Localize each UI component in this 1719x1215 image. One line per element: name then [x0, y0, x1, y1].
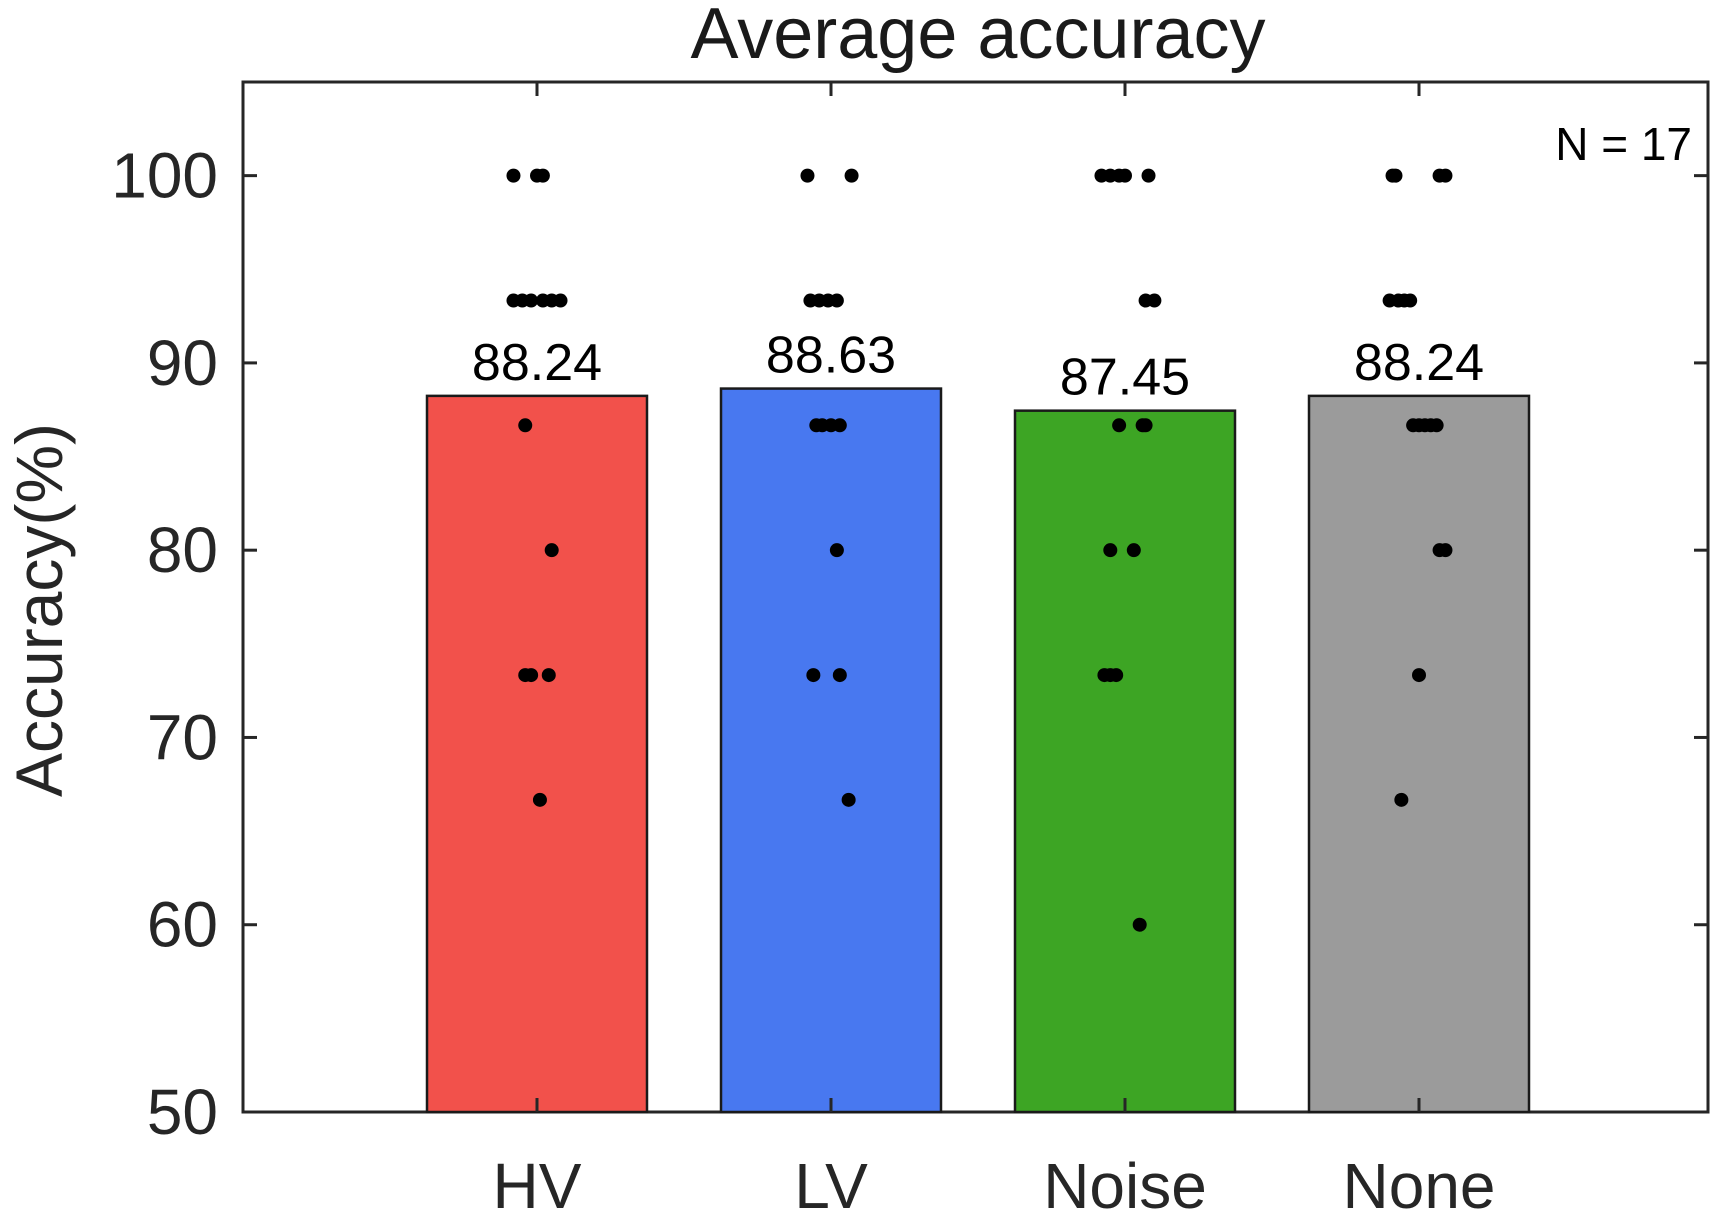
x-tick-label-none: None	[1343, 1150, 1496, 1215]
data-point	[1438, 543, 1453, 558]
data-point	[1429, 418, 1444, 433]
data-point	[518, 418, 533, 433]
data-point	[553, 293, 568, 308]
data-point	[1109, 668, 1124, 683]
y-tick-label: 70	[147, 701, 218, 773]
y-tick-label: 90	[147, 327, 218, 399]
data-point	[524, 668, 539, 683]
data-point	[829, 543, 844, 558]
data-point	[832, 668, 847, 683]
data-point	[1394, 792, 1409, 807]
data-point	[532, 792, 547, 807]
data-point	[1138, 418, 1153, 433]
x-axis-ticks: HV LV Noise None	[493, 82, 1496, 1215]
bars-group	[425, 387, 1531, 1114]
data-point	[806, 668, 821, 683]
chart-title: Average accuracy	[691, 0, 1266, 74]
data-point	[541, 668, 556, 683]
bar-hv	[425, 394, 649, 1114]
data-point	[1141, 168, 1156, 183]
data-point	[1103, 543, 1118, 558]
data-point	[829, 293, 844, 308]
y-axis-label: Accuracy(%)	[2, 423, 76, 797]
bar-value-label: 87.45	[1060, 349, 1190, 407]
y-tick-label: 100	[111, 140, 218, 212]
x-tick-label-lv: LV	[794, 1150, 868, 1215]
y-tick-label: 80	[147, 514, 218, 586]
data-point	[1412, 668, 1426, 683]
data-point	[544, 543, 559, 558]
data-point	[1112, 418, 1127, 433]
y-tick-label: 60	[147, 889, 218, 961]
data-point	[1132, 917, 1147, 932]
data-point	[1118, 168, 1132, 183]
bar-value-label: 88.24	[1354, 334, 1484, 392]
x-tick-label-noise: Noise	[1043, 1150, 1207, 1215]
data-point	[844, 168, 859, 183]
data-point	[832, 418, 847, 433]
data-point	[841, 792, 856, 807]
bar-noise	[1013, 409, 1237, 1114]
bar-value-label: 88.24	[472, 334, 602, 392]
data-point	[1403, 293, 1418, 308]
x-tick-label-hv: HV	[493, 1150, 582, 1215]
bar-none	[1307, 394, 1531, 1114]
data-point	[535, 168, 550, 183]
bar-lv	[719, 387, 943, 1114]
data-point	[1126, 543, 1141, 558]
data-point	[1438, 168, 1453, 183]
points-group	[506, 168, 1453, 932]
data-point	[506, 168, 521, 183]
data-point	[800, 168, 815, 183]
data-point	[1385, 168, 1400, 183]
data-point	[1147, 293, 1162, 308]
data-point	[524, 293, 539, 308]
y-axis-ticks: 50 60 70 80 90 100	[111, 140, 1708, 1148]
y-tick-label: 50	[147, 1076, 218, 1148]
bar-value-label: 88.63	[766, 327, 896, 385]
bar-labels-group: 88.24 88.63 87.45 88.24	[472, 327, 1484, 407]
sample-size-note: N = 17	[1555, 118, 1692, 170]
